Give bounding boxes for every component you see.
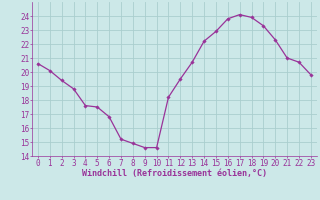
X-axis label: Windchill (Refroidissement éolien,°C): Windchill (Refroidissement éolien,°C)	[82, 169, 267, 178]
